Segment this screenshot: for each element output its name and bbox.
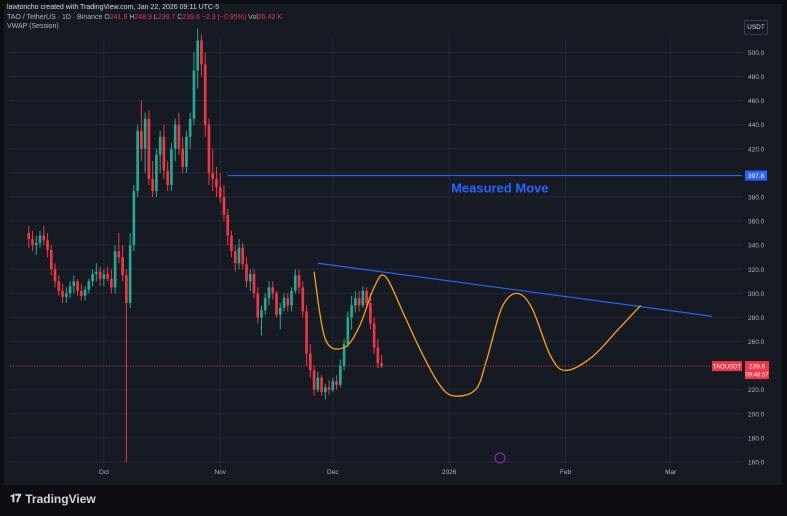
close-label: C (177, 14, 183, 21)
vol-label: Vol (248, 14, 258, 21)
indicator-label[interactable]: VWAP (Session) (7, 23, 59, 30)
high-label: H (129, 14, 135, 21)
chart-frame (4, 4, 782, 485)
symbol-legend: TAO / TetherUS · 1D · Binance O241.9 H24… (7, 14, 282, 21)
change-value: −2.3 (−0.95%) (201, 14, 247, 21)
credit-line: lawtoncho created with TradingView.com, … (7, 4, 220, 11)
open-value: 241.9 (109, 14, 128, 21)
tradingview-logo-icon: 𝟏𝟕 (10, 492, 21, 505)
high-value: 248.9 (134, 14, 152, 21)
currency-button[interactable]: USDT (744, 20, 768, 35)
footer: 𝟏𝟕 TradingView (10, 489, 96, 509)
low-label: L (153, 14, 158, 21)
vol-value: 26.42 K (257, 14, 283, 21)
close-value: 239.6 (182, 14, 200, 21)
low-value: 238.7 (157, 14, 176, 21)
open-label: O (104, 14, 110, 21)
symbol-name[interactable]: TAO / TetherUS · 1D · Binance (7, 14, 103, 21)
brand-name: TradingView (25, 492, 96, 506)
